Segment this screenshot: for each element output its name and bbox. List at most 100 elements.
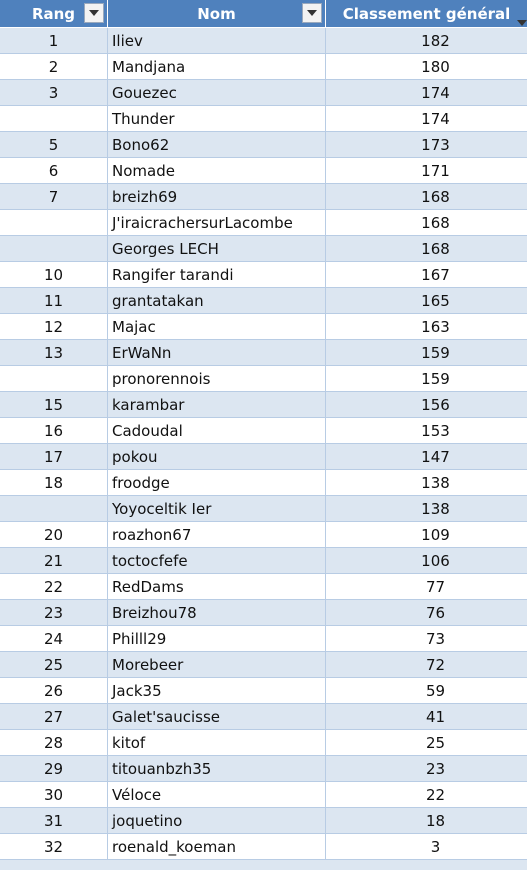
name-cell[interactable]: ErWaNn: [108, 340, 326, 365]
table-row[interactable]: 12 Majac 163: [0, 314, 527, 340]
sort-descending-icon[interactable]: [517, 20, 527, 26]
table-row[interactable]: 13 ErWaNn 159: [0, 340, 527, 366]
name-cell[interactable]: Bono62: [108, 132, 326, 157]
score-cell[interactable]: 147: [421, 447, 450, 466]
name-cell[interactable]: Rangifer tarandi: [108, 262, 326, 287]
name-cell[interactable]: RedDams: [108, 574, 326, 599]
rank-cell[interactable]: 3: [0, 80, 108, 105]
header-score[interactable]: Classement général: [326, 0, 527, 27]
score-cell[interactable]: 72: [425, 655, 446, 674]
rank-cell[interactable]: 22: [0, 574, 108, 599]
rank-cell[interactable]: 12: [0, 314, 108, 339]
score-cell[interactable]: 159: [421, 369, 450, 388]
rank-cell[interactable]: 11: [0, 288, 108, 313]
score-cell[interactable]: 171: [421, 161, 450, 180]
rank-cell[interactable]: 26: [0, 678, 108, 703]
rank-filter-button[interactable]: [84, 3, 104, 23]
name-cell[interactable]: Gouezec: [108, 80, 326, 105]
score-cell[interactable]: 167: [421, 265, 450, 284]
score-cell[interactable]: 168: [421, 213, 450, 232]
table-row[interactable]: 15 karambar 156: [0, 392, 527, 418]
name-cell[interactable]: Nomade: [108, 158, 326, 183]
name-cell[interactable]: joquetino: [108, 808, 326, 833]
name-cell[interactable]: Thunder: [108, 106, 326, 131]
table-row[interactable]: 32 roenald_koeman 3: [0, 834, 527, 860]
table-row[interactable]: 17 pokou 147: [0, 444, 527, 470]
name-cell[interactable]: J'iraicrachersurLacombe: [108, 210, 326, 235]
name-cell[interactable]: toctocfefe: [108, 548, 326, 573]
table-row[interactable]: pronorennois 159: [0, 366, 527, 392]
rank-cell[interactable]: 13: [0, 340, 108, 365]
score-cell[interactable]: 73: [425, 629, 446, 648]
score-cell[interactable]: 138: [421, 473, 450, 492]
table-row[interactable]: 22 RedDams 77: [0, 574, 527, 600]
score-cell[interactable]: 18: [425, 811, 446, 830]
rank-cell[interactable]: [0, 366, 108, 391]
score-cell[interactable]: 173: [421, 135, 450, 154]
rank-cell[interactable]: 1: [0, 28, 108, 53]
rank-cell[interactable]: 31: [0, 808, 108, 833]
score-cell[interactable]: 59: [425, 681, 446, 700]
rank-cell[interactable]: 25: [0, 652, 108, 677]
score-cell[interactable]: 165: [421, 291, 450, 310]
name-cell[interactable]: Majac: [108, 314, 326, 339]
score-cell[interactable]: 174: [421, 83, 450, 102]
table-row[interactable]: 7 breizh69 168: [0, 184, 527, 210]
rank-cell[interactable]: 21: [0, 548, 108, 573]
table-row[interactable]: 1 Iliev 182: [0, 28, 527, 54]
score-cell[interactable]: 159: [421, 343, 450, 362]
rank-cell[interactable]: 30: [0, 782, 108, 807]
name-cell[interactable]: roazhon67: [108, 522, 326, 547]
table-row[interactable]: Georges LECH 168: [0, 236, 527, 262]
rank-cell[interactable]: [0, 106, 108, 131]
score-cell[interactable]: 156: [421, 395, 450, 414]
name-cell[interactable]: Cadoudal: [108, 418, 326, 443]
header-rank[interactable]: Rang: [0, 0, 108, 27]
table-row[interactable]: 18 froodge 138: [0, 470, 527, 496]
score-cell[interactable]: 153: [421, 421, 450, 440]
rank-cell[interactable]: 20: [0, 522, 108, 547]
score-cell[interactable]: 138: [421, 499, 450, 518]
name-cell[interactable]: grantatakan: [108, 288, 326, 313]
header-name[interactable]: Nom: [108, 0, 326, 27]
rank-cell[interactable]: 17: [0, 444, 108, 469]
name-filter-button[interactable]: [302, 3, 322, 23]
table-row[interactable]: 20 roazhon67 109: [0, 522, 527, 548]
score-cell[interactable]: 174: [421, 109, 450, 128]
table-row[interactable]: J'iraicrachersurLacombe 168: [0, 210, 527, 236]
name-cell[interactable]: pokou: [108, 444, 326, 469]
rank-cell[interactable]: 16: [0, 418, 108, 443]
name-cell[interactable]: Yoyoceltik Ier: [108, 496, 326, 521]
table-row[interactable]: 27 Galet'saucisse 41: [0, 704, 527, 730]
table-row[interactable]: Thunder 174: [0, 106, 527, 132]
name-cell[interactable]: Philll29: [108, 626, 326, 651]
table-row[interactable]: 25 Morebeer 72: [0, 652, 527, 678]
table-row[interactable]: 16 Cadoudal 153: [0, 418, 527, 444]
table-row[interactable]: 23 Breizhou78 76: [0, 600, 527, 626]
rank-cell[interactable]: 29: [0, 756, 108, 781]
name-cell[interactable]: karambar: [108, 392, 326, 417]
score-cell[interactable]: 76: [425, 603, 446, 622]
score-cell[interactable]: 163: [421, 317, 450, 336]
rank-cell[interactable]: 15: [0, 392, 108, 417]
rank-cell[interactable]: 2: [0, 54, 108, 79]
table-row[interactable]: 6 Nomade 171: [0, 158, 527, 184]
rank-cell[interactable]: 18: [0, 470, 108, 495]
name-cell[interactable]: titouanbzh35: [108, 756, 326, 781]
name-cell[interactable]: Jack35: [108, 678, 326, 703]
score-cell[interactable]: 23: [425, 759, 446, 778]
score-cell[interactable]: 168: [421, 187, 450, 206]
score-cell[interactable]: 41: [425, 707, 446, 726]
name-cell[interactable]: Véloce: [108, 782, 326, 807]
score-cell[interactable]: 3: [430, 837, 441, 856]
rank-cell[interactable]: [0, 210, 108, 235]
rank-cell[interactable]: [0, 236, 108, 261]
rank-cell[interactable]: 23: [0, 600, 108, 625]
name-cell[interactable]: froodge: [108, 470, 326, 495]
table-row[interactable]: 2 Mandjana 180: [0, 54, 527, 80]
table-row[interactable]: 28 kitof 25: [0, 730, 527, 756]
table-row[interactable]: 10 Rangifer tarandi 167: [0, 262, 527, 288]
rank-cell[interactable]: 24: [0, 626, 108, 651]
score-cell[interactable]: 109: [421, 525, 450, 544]
score-cell[interactable]: 106: [421, 551, 450, 570]
